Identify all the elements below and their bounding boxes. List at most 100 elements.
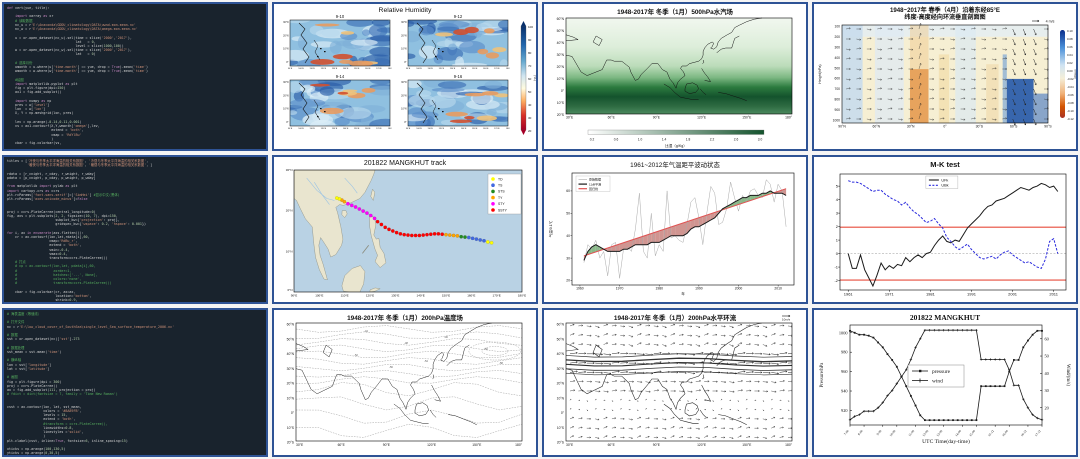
svg-text:160°E: 160°E (483, 128, 489, 130)
svg-text:170°E: 170°E (376, 128, 382, 130)
svg-text:30°N: 30°N (907, 125, 915, 129)
chart-panel-mk-test[interactable]: M-K test -2 -1 0 1 2 3 4 5 1961 1971 1981 1991 2001 2… (812, 155, 1078, 304)
svg-text:150°E: 150°E (354, 68, 360, 70)
svg-text:120°E: 120°E (321, 68, 327, 70)
svg-text:200: 200 (834, 35, 840, 39)
svg-text:30°N: 30°N (283, 81, 289, 84)
svg-text:30: 30 (528, 116, 532, 120)
svg-text:160°E: 160°E (467, 294, 475, 298)
svg-text:TS: TS (498, 184, 503, 188)
svg-text:100: 100 (528, 25, 533, 29)
code-panel-vertical-circulation[interactable]: def vert(yue, title): import xarray as x… (2, 2, 268, 151)
svg-text:9-12: 9-12 (454, 14, 463, 19)
svg-text:100°E: 100°E (416, 128, 422, 130)
svg-text:omega: omega (1074, 69, 1077, 79)
code-panel-sst-contour[interactable]: # 海表温度（等值线） # 打开文件 nc = r'E:\low_cloud_c… (2, 308, 268, 457)
svg-text:120°E: 120°E (697, 443, 707, 447)
svg-text:10°S: 10°S (557, 426, 565, 430)
svg-text:30°E: 30°E (566, 443, 574, 447)
chart-panel-typhoon-track[interactable]: 201822 MANGKHUT track 90°E 100°E 110°E 120°… (272, 155, 538, 304)
svg-text:1: 1 (836, 237, 839, 242)
svg-text:15-12: 15-12 (987, 429, 995, 438)
svg-text:1970: 1970 (616, 287, 624, 291)
chart-panel-200hpa-temperature[interactable]: 1948-2017年 冬季（1月）200hPa温度场 -44 -46 -48 -50-… (272, 308, 538, 457)
svg-text:10°N: 10°N (557, 77, 565, 81)
svg-text:700: 700 (834, 87, 840, 91)
svg-text:100°E: 100°E (315, 294, 323, 298)
svg-text:8-00: 8-00 (857, 429, 864, 436)
svg-text:30°E: 30°E (566, 116, 574, 120)
code-editor-text: # 海表温度（等值线） # 打开文件 nc = r'E:\low_cloud_c… (7, 312, 175, 456)
svg-text:3.0: 3.0 (758, 138, 763, 142)
moisture-field-figure: 60°N 50°N 40°N 30°N 20°N 10°N 0° 10°S 20°S30°E 60… (557, 17, 793, 148)
svg-text:16-00: 16-00 (1001, 429, 1009, 438)
svg-text:30°N: 30°N (557, 53, 565, 57)
svg-text:120°E: 120°E (366, 294, 374, 298)
svg-text:40: 40 (1045, 371, 1049, 376)
svg-text:900: 900 (834, 108, 840, 112)
svg-text:0°: 0° (561, 89, 565, 93)
svg-text:1000: 1000 (833, 119, 841, 123)
svg-text:原始数据: 原始数据 (589, 177, 601, 182)
svg-text:90°E: 90°E (653, 443, 661, 447)
svg-text:140°E: 140°E (343, 68, 349, 70)
svg-text:11点平滑: 11点平滑 (589, 181, 601, 186)
chart-panel-meridional-section[interactable]: 1948~2017年 春季（4月）沿着东经85°E 纬度-高度经向环流垂直剖面图 … (812, 2, 1078, 151)
svg-text:-54: -54 (424, 359, 428, 363)
svg-text:50: 50 (566, 212, 570, 216)
svg-text:60°N: 60°N (287, 323, 295, 327)
svg-text:150°E: 150°E (742, 116, 752, 120)
svg-text:60°N: 60°N (557, 17, 565, 21)
svg-text:160°E: 160°E (365, 128, 371, 130)
svg-text:50°N: 50°N (287, 337, 295, 341)
svg-text:UTC Time(day-time): UTC Time(day-time) (922, 438, 970, 445)
chart-panel-temp-anomaly[interactable]: 1961~2012年气温距平波动状态 20 30 40 50 60 1960 1970 198… (542, 155, 808, 304)
temperature-field-figure: -44 -46 -48 -50 -52 -54 -56 -58 60°N 50°N 40°N 30°N… (287, 323, 523, 448)
svg-text:10°N: 10°N (286, 249, 293, 253)
chart-panel-200hpa-circulation[interactable]: 1948-2017年 冬季（1月）200hPa水平环流 60°N 50°N 40°N… (542, 308, 808, 457)
svg-text:-2: -2 (834, 278, 838, 283)
svg-text:60°E: 60°E (338, 443, 346, 447)
svg-text:30°N: 30°N (401, 81, 407, 84)
svg-text:0°: 0° (404, 61, 406, 64)
svg-text:10°S: 10°S (557, 101, 565, 105)
svg-text:0°: 0° (943, 125, 947, 129)
chart-panel-relative-humidity[interactable]: Relative Humidity 9-10 30°N 20°N 10°N 0° 90°E… (272, 2, 538, 151)
svg-text:1991: 1991 (967, 292, 977, 297)
svg-text:120°E: 120°E (427, 443, 437, 447)
svg-text:980: 980 (841, 350, 847, 355)
chart-panel-pressure-wind[interactable]: 201822 MANGKHUT 920 940 960 980 1000 20 30 40 50… (812, 308, 1078, 457)
svg-text:90°E: 90°E (383, 443, 391, 447)
svg-text:600: 600 (834, 77, 840, 81)
svg-text:2010: 2010 (774, 287, 782, 291)
svg-text:100°E: 100°E (298, 68, 304, 70)
svg-text:140°E: 140°E (343, 128, 349, 130)
svg-text:180°: 180° (506, 128, 510, 130)
svg-text:60°N: 60°N (557, 323, 565, 327)
svg-text:0.04: 0.04 (1067, 53, 1073, 57)
svg-text:90°E: 90°E (288, 68, 293, 70)
svg-text:0.6: 0.6 (614, 138, 619, 142)
svg-text:-0.10: -0.10 (1067, 109, 1074, 113)
svg-text:10°N: 10°N (401, 48, 407, 51)
svg-text:90°E: 90°E (653, 116, 661, 120)
svg-text:TY: TY (498, 196, 503, 200)
svg-text:11-00: 11-00 (908, 429, 916, 437)
code-panel-correlation-maps[interactable]: titles = ['冷夜与冬季太平洋海温的相关系数图', '冷昼与冬季太平洋海… (2, 155, 268, 304)
svg-text:120°E: 120°E (439, 68, 445, 70)
svg-text:4 m/s: 4 m/s (1046, 20, 1055, 24)
svg-text:20: 20 (1045, 405, 1049, 410)
chart-panel-500hpa-moisture[interactable]: 1948-2017年 冬季（1月）500hPa水汽场 60°N 50°N 40°N 3… (542, 2, 808, 151)
svg-text:UBk: UBk (941, 184, 948, 188)
svg-text:180°: 180° (388, 128, 392, 130)
vertical-section-figure: 100 200 300 400 500 600 700 800 900 1000 90°N 60°N 3… (818, 20, 1077, 129)
svg-text:9-14: 9-14 (336, 74, 345, 79)
svg-text:-0.02: -0.02 (1067, 77, 1074, 81)
svg-text:20: 20 (528, 129, 532, 133)
svg-text:110°E: 110°E (428, 68, 434, 70)
svg-text:1990: 1990 (695, 287, 703, 291)
svg-text:20°N: 20°N (401, 94, 407, 97)
svg-text:1981: 1981 (926, 292, 936, 297)
svg-text:30°N: 30°N (557, 367, 565, 371)
svg-text:-0.08: -0.08 (1067, 101, 1074, 105)
